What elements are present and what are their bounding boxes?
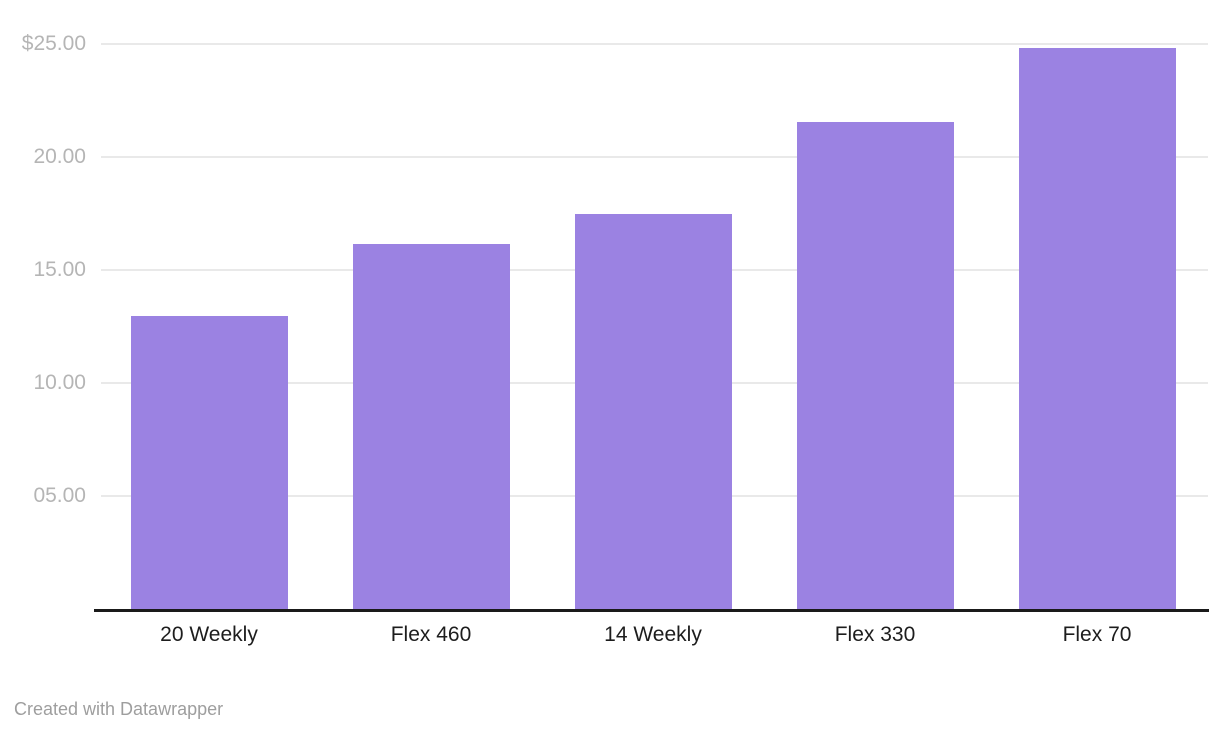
bar-flex-70 bbox=[1018, 48, 1176, 609]
bar-14-weekly bbox=[574, 214, 732, 609]
bar-20-weekly bbox=[130, 316, 288, 609]
plot-area bbox=[98, 0, 1208, 609]
y-tick-label: 15.00 bbox=[33, 257, 86, 281]
y-tick-label: 10.00 bbox=[33, 370, 86, 394]
datawrapper-credit: Created with Datawrapper bbox=[14, 699, 224, 719]
x-category-label: Flex 70 bbox=[1062, 623, 1132, 646]
x-category-label: Flex 330 bbox=[834, 623, 916, 646]
y-tick-label: $25.00 bbox=[21, 31, 86, 55]
y-tick-label: 05.00 bbox=[33, 483, 86, 507]
y-tick-label: 20.00 bbox=[33, 144, 86, 168]
gridline bbox=[101, 42, 1208, 45]
x-category-label: 20 Weekly bbox=[160, 623, 258, 646]
gridline bbox=[101, 155, 1208, 158]
bar-flex-460 bbox=[352, 243, 510, 609]
bar-flex-330 bbox=[796, 121, 954, 609]
x-category-label: 14 Weekly bbox=[604, 623, 702, 646]
x-category-label: Flex 460 bbox=[390, 623, 472, 646]
x-axis-line bbox=[94, 609, 1209, 612]
